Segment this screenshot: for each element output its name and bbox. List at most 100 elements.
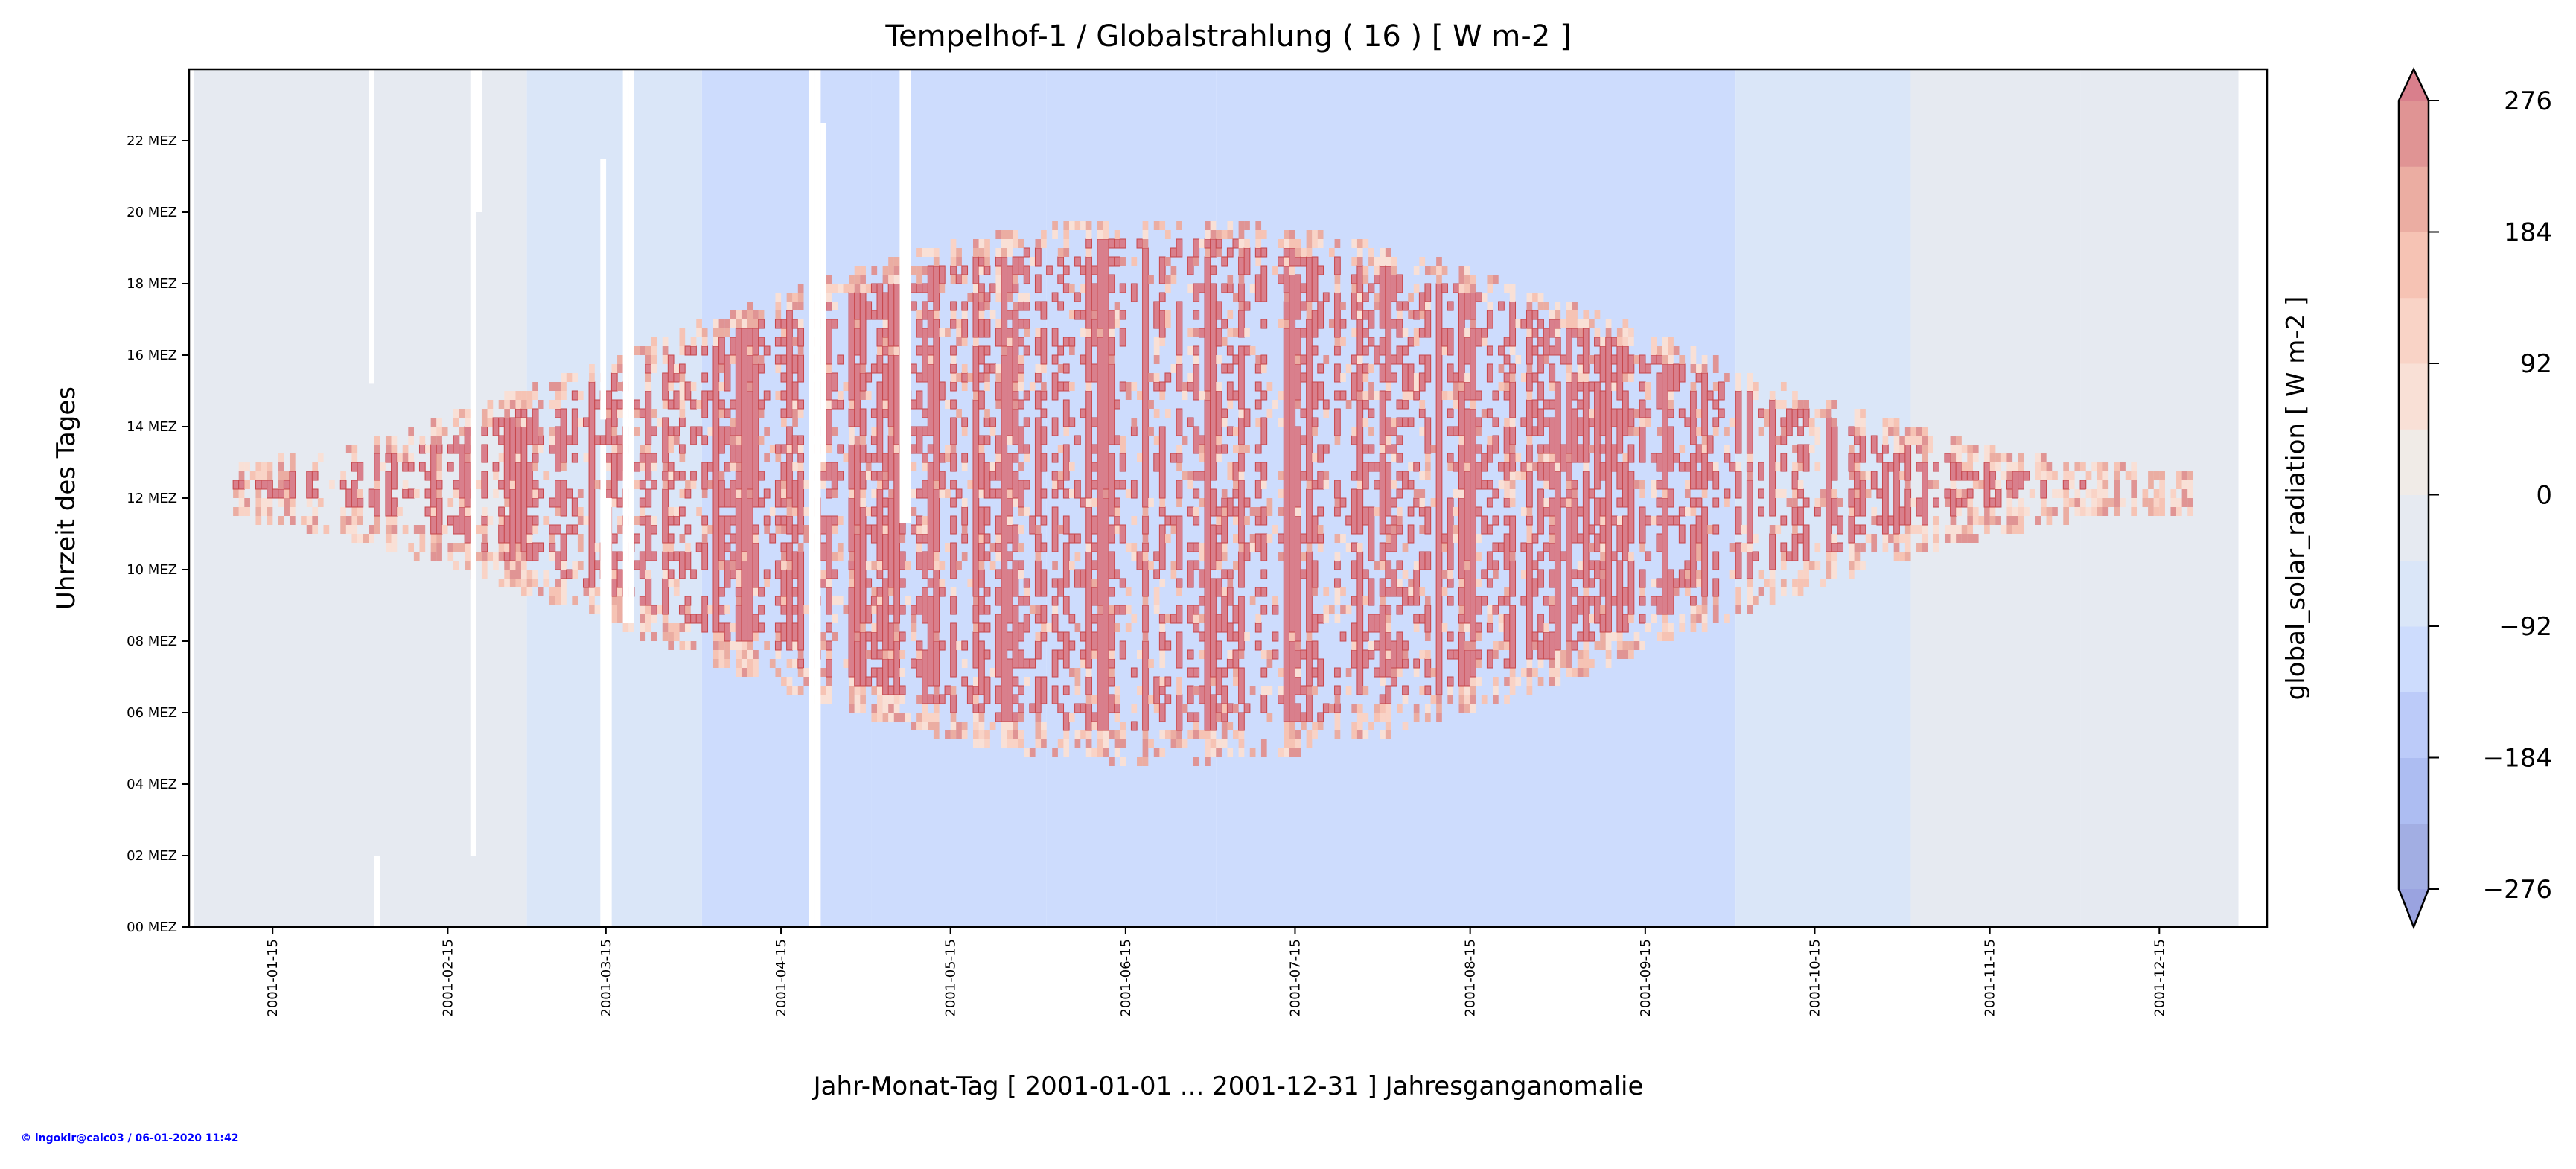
- heatmap-cell: [2018, 498, 2024, 507]
- heatmap-cell: [786, 293, 793, 302]
- heatmap-cell: [1831, 552, 1837, 561]
- heatmap-cell: [549, 596, 555, 605]
- heatmap-cell: [1114, 230, 1120, 239]
- heatmap-cell: [1221, 569, 1228, 579]
- heatmap-cell: [571, 497, 578, 517]
- heatmap-cell: [413, 552, 420, 561]
- heatmap-cell: [911, 301, 917, 311]
- heatmap-cell: [797, 346, 804, 355]
- heatmap-cell: [1210, 238, 1217, 258]
- heatmap-cell: [961, 417, 969, 427]
- heatmap-cell: [753, 587, 759, 596]
- heatmap-cell: [1226, 363, 1234, 374]
- heatmap-cell: [1153, 605, 1160, 614]
- heatmap-cell: [1080, 730, 1086, 739]
- heatmap-cell: [1041, 230, 1047, 239]
- heatmap-cell: [1899, 471, 1905, 480]
- heatmap-cell: [2068, 471, 2075, 480]
- heatmap-cell: [684, 524, 692, 535]
- heatmap-cell: [1193, 328, 1199, 337]
- heatmap-cell: [238, 507, 245, 516]
- heatmap-cell: [1684, 480, 1691, 489]
- colorbar-tick-label: −92: [2499, 612, 2552, 642]
- heatmap-cell: [911, 614, 917, 623]
- heatmap-cell: [1605, 337, 1612, 633]
- heatmap-cell: [2046, 507, 2053, 516]
- heatmap-cell: [645, 570, 651, 579]
- heatmap-cell: [493, 489, 499, 498]
- heatmap-cell: [1616, 328, 1623, 337]
- heatmap-cell: [1566, 302, 1572, 310]
- heatmap-cell: [1232, 238, 1240, 249]
- heatmap-cell: [1362, 631, 1369, 642]
- heatmap-cell: [1131, 552, 1138, 561]
- heatmap-cell: [2176, 498, 2182, 507]
- heatmap-cell: [786, 561, 793, 570]
- heatmap-cell: [1018, 363, 1024, 374]
- heatmap-cell: [424, 506, 432, 517]
- heatmap-cell: [1610, 444, 1618, 472]
- heatmap-cell: [504, 570, 510, 579]
- heatmap-cell: [424, 488, 432, 499]
- heatmap-cell: [849, 552, 855, 561]
- heatmap-cell: [718, 426, 725, 454]
- heatmap-cell: [701, 337, 708, 346]
- heatmap-cell: [1085, 390, 1092, 499]
- heatmap-cell: [1380, 704, 1386, 713]
- missing-data-gap: [605, 498, 612, 927]
- heatmap-cell: [995, 435, 1002, 454]
- heatmap-cell: [673, 623, 680, 641]
- heatmap-cell: [436, 543, 442, 561]
- heatmap-cell: [1210, 677, 1217, 686]
- heatmap-cell: [735, 497, 742, 570]
- heatmap-cell: [1198, 435, 1205, 445]
- heatmap-cell: [1238, 445, 1245, 453]
- heatmap-cell: [1668, 400, 1674, 409]
- heatmap-cell: [509, 417, 517, 481]
- heatmap-cell: [978, 703, 985, 713]
- heatmap-cell: [1351, 649, 1358, 669]
- heatmap-cell: [1493, 275, 1499, 284]
- heatmap-cell: [555, 426, 561, 472]
- heatmap-cell: [888, 346, 894, 355]
- heatmap-cell: [1972, 507, 1979, 525]
- heatmap-cell: [983, 345, 991, 356]
- heatmap-cell: [662, 614, 669, 623]
- heatmap-cell: [1018, 319, 1024, 329]
- heatmap-cell: [679, 382, 686, 400]
- heatmap-cell: [826, 408, 832, 445]
- heatmap-cell: [888, 704, 894, 713]
- heatmap-cell: [1035, 632, 1042, 641]
- heatmap-cell: [922, 462, 928, 471]
- heatmap-cell: [983, 533, 991, 544]
- heatmap-cell: [1109, 650, 1115, 659]
- heatmap-cell: [1786, 498, 1793, 507]
- heatmap-cell: [617, 409, 623, 418]
- heatmap-cell: [441, 525, 448, 534]
- heatmap-cell: [1170, 730, 1177, 739]
- heatmap-cell: [1142, 515, 1149, 535]
- heatmap-cell: [747, 346, 753, 355]
- heatmap-cell: [1509, 489, 1516, 498]
- heatmap-cell: [983, 265, 991, 275]
- heatmap-cell: [532, 570, 538, 579]
- heatmap-cell: [1458, 444, 1465, 490]
- heatmap-cell: [1764, 409, 1770, 427]
- heatmap-cell: [753, 632, 759, 641]
- heatmap-cell: [1085, 230, 1092, 239]
- heatmap-cell: [995, 462, 1002, 481]
- heatmap-cell: [1509, 381, 1516, 418]
- heatmap-cell: [1254, 462, 1262, 472]
- heatmap-cell: [995, 275, 1002, 293]
- heatmap-cell: [1549, 345, 1556, 356]
- heatmap-cell: [645, 355, 651, 364]
- heatmap-cell: [1690, 382, 1697, 391]
- heatmap-cell: [1046, 265, 1053, 275]
- heatmap-cell: [1657, 346, 1662, 355]
- colorbar-level: [2399, 232, 2429, 299]
- heatmap-cell: [1802, 444, 1810, 472]
- heatmap-cell: [2046, 516, 2053, 525]
- heatmap-cell: [662, 551, 669, 570]
- heatmap-cell: [837, 354, 844, 365]
- heatmap-cell: [272, 488, 279, 499]
